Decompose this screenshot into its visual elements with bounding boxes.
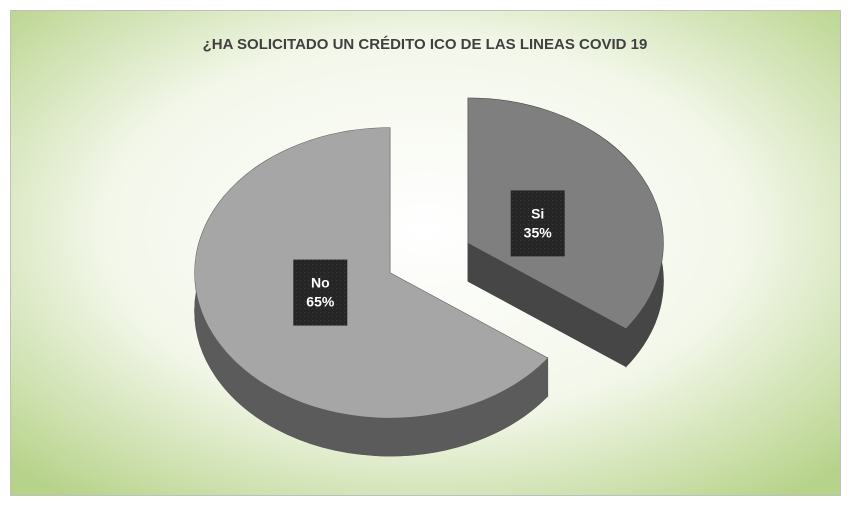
data-label-box <box>293 259 348 326</box>
data-label-value: 35% <box>524 224 553 240</box>
data-label: Si 35% <box>524 205 553 240</box>
data-label: No 65% <box>306 274 335 309</box>
data-label-category: No <box>311 274 330 290</box>
slice <box>468 98 664 329</box>
data-label-value: 65% <box>306 293 335 309</box>
data-label-box <box>510 190 565 257</box>
data-label-category: Si <box>531 205 544 221</box>
chart-title: ¿HA SOLICITADO UN CRÉDITO ICO DE LAS LIN… <box>203 36 648 53</box>
slice <box>194 127 548 418</box>
